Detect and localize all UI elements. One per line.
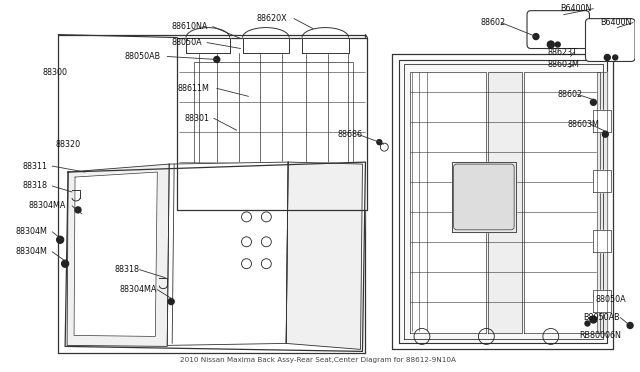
FancyBboxPatch shape [527,11,589,48]
Text: 88620X: 88620X [257,14,287,23]
Text: 88320: 88320 [55,140,81,149]
Circle shape [612,55,618,60]
Polygon shape [593,110,611,132]
Circle shape [556,42,560,47]
Text: 88603M: 88603M [568,120,600,129]
Polygon shape [177,38,367,210]
Polygon shape [186,38,230,52]
Circle shape [57,236,63,243]
Polygon shape [67,164,169,346]
Polygon shape [399,61,607,343]
Polygon shape [597,73,607,333]
Text: 88050A: 88050A [171,38,202,47]
Circle shape [168,299,174,305]
FancyBboxPatch shape [454,164,514,230]
Polygon shape [74,172,157,336]
Circle shape [627,323,633,328]
Polygon shape [410,73,486,333]
Circle shape [377,140,382,145]
Text: 88050A: 88050A [595,295,626,304]
Text: B6400N: B6400N [561,4,592,13]
Text: 88050AB: 88050AB [125,52,161,61]
Circle shape [75,207,81,213]
Polygon shape [452,162,516,232]
Polygon shape [593,290,611,311]
Text: 88602: 88602 [557,90,583,99]
Text: 88301: 88301 [184,114,209,123]
Polygon shape [524,73,600,333]
Polygon shape [167,162,288,346]
Text: 88304MA: 88304MA [28,201,66,211]
Polygon shape [302,38,349,52]
Text: 88304MA: 88304MA [120,285,157,294]
Polygon shape [593,170,611,192]
Text: B8050AB: B8050AB [584,313,620,322]
Circle shape [590,316,597,323]
Circle shape [61,260,68,267]
Text: 88603M: 88603M [548,60,580,69]
Text: 88602: 88602 [481,18,506,27]
Text: 88318: 88318 [22,182,47,190]
Text: 88318: 88318 [115,265,140,274]
Text: 88623T: 88623T [548,48,578,57]
Text: 88311: 88311 [22,161,47,171]
Circle shape [547,41,554,48]
Circle shape [591,99,596,105]
Text: 88610NA: 88610NA [171,22,207,31]
Circle shape [602,131,608,137]
Text: B6400N: B6400N [600,18,632,27]
Polygon shape [243,38,289,52]
Text: RB80006N: RB80006N [580,331,621,340]
Text: 88611M: 88611M [177,84,209,93]
Text: 2010 Nissan Maxima Back Assy-Rear Seat,Center Diagram for 88612-9N10A: 2010 Nissan Maxima Back Assy-Rear Seat,C… [180,357,456,363]
Text: 88686: 88686 [338,130,363,139]
Text: 88304M: 88304M [15,247,47,256]
FancyBboxPatch shape [586,19,635,61]
Circle shape [585,321,590,326]
Circle shape [604,54,611,61]
Polygon shape [194,62,353,202]
Text: 88300: 88300 [42,68,67,77]
Polygon shape [488,73,522,333]
Polygon shape [286,162,362,349]
Circle shape [214,57,220,62]
Polygon shape [65,162,365,352]
Polygon shape [593,230,611,252]
Circle shape [533,33,539,39]
Text: 88304M: 88304M [15,227,47,236]
